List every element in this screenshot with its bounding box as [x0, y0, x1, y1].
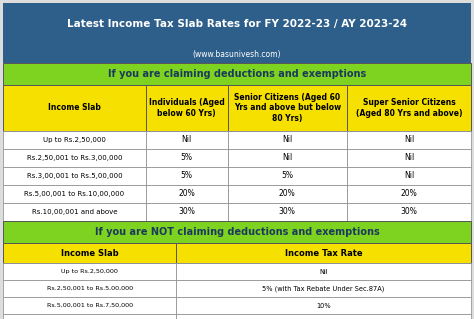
Text: Senior Citizens (Aged 60
Yrs and above but below
80 Yrs): Senior Citizens (Aged 60 Yrs and above b… — [234, 93, 341, 123]
Text: Income Slab: Income Slab — [48, 103, 101, 113]
Bar — [3, 280, 176, 297]
Bar — [3, 185, 146, 203]
Bar — [3, 3, 471, 45]
Text: 5%: 5% — [281, 172, 293, 181]
Bar — [3, 221, 471, 243]
Text: Up to Rs.2,50,000: Up to Rs.2,50,000 — [61, 269, 118, 274]
Text: (www.basunivesh.com): (www.basunivesh.com) — [193, 49, 281, 58]
Text: Nil: Nil — [282, 153, 292, 162]
Bar — [3, 149, 146, 167]
Bar — [3, 167, 146, 185]
Text: Nil: Nil — [319, 269, 328, 275]
Bar — [176, 297, 471, 314]
Bar — [3, 63, 471, 85]
Bar — [347, 185, 471, 203]
Text: 20%: 20% — [178, 189, 195, 198]
Text: 20%: 20% — [279, 189, 296, 198]
Text: If you are NOT claiming deductions and exemptions: If you are NOT claiming deductions and e… — [95, 227, 379, 237]
Bar — [3, 314, 176, 319]
Bar — [3, 263, 176, 280]
Bar — [347, 203, 471, 221]
Text: Rs.5,00,001 to Rs.7,50,000: Rs.5,00,001 to Rs.7,50,000 — [46, 303, 133, 308]
Bar — [228, 85, 347, 131]
Text: Nil: Nil — [404, 153, 414, 162]
Text: 5%: 5% — [181, 153, 193, 162]
Bar — [176, 243, 471, 263]
Bar — [347, 167, 471, 185]
Text: Income Tax Rate: Income Tax Rate — [285, 249, 363, 257]
Bar — [146, 131, 228, 149]
Text: Income Slab: Income Slab — [61, 249, 118, 257]
Bar — [3, 203, 146, 221]
Text: Nil: Nil — [404, 136, 414, 145]
Bar — [176, 263, 471, 280]
Bar — [146, 85, 228, 131]
Text: 30%: 30% — [178, 207, 195, 217]
Text: Rs.10,00,001 and above: Rs.10,00,001 and above — [32, 209, 117, 215]
Bar — [228, 185, 347, 203]
Text: Rs.3,00,001 to Rs.5,00,000: Rs.3,00,001 to Rs.5,00,000 — [27, 173, 122, 179]
Bar — [228, 131, 347, 149]
Text: Rs.2,50,001 to Rs.5,00,000: Rs.2,50,001 to Rs.5,00,000 — [46, 286, 133, 291]
Text: 30%: 30% — [401, 207, 418, 217]
Bar — [347, 131, 471, 149]
Text: 10%: 10% — [316, 302, 331, 308]
Text: If you are claiming deductions and exemptions: If you are claiming deductions and exemp… — [108, 69, 366, 79]
Text: Rs.2,50,001 to Rs.3,00,000: Rs.2,50,001 to Rs.3,00,000 — [27, 155, 122, 161]
Bar — [347, 85, 471, 131]
Text: Super Senior Citizens
(Aged 80 Yrs and above): Super Senior Citizens (Aged 80 Yrs and a… — [356, 98, 462, 118]
Text: Nil: Nil — [182, 136, 192, 145]
Text: Latest Income Tax Slab Rates for FY 2022-23 / AY 2023-24: Latest Income Tax Slab Rates for FY 2022… — [67, 19, 407, 29]
Bar — [3, 85, 146, 131]
Bar — [347, 149, 471, 167]
Text: 5%: 5% — [181, 172, 193, 181]
Bar — [3, 243, 176, 263]
Text: Nil: Nil — [282, 136, 292, 145]
Bar — [176, 280, 471, 297]
Bar — [146, 185, 228, 203]
Text: Rs.5,00,001 to Rs.10,00,000: Rs.5,00,001 to Rs.10,00,000 — [24, 191, 125, 197]
Bar — [3, 45, 471, 63]
Bar — [176, 314, 471, 319]
Text: 30%: 30% — [279, 207, 296, 217]
Bar — [146, 167, 228, 185]
Bar — [228, 167, 347, 185]
Text: Up to Rs.2,50,000: Up to Rs.2,50,000 — [43, 137, 106, 143]
Bar — [3, 131, 146, 149]
Text: Nil: Nil — [404, 172, 414, 181]
Bar — [146, 203, 228, 221]
Bar — [228, 203, 347, 221]
Bar — [146, 149, 228, 167]
Text: 20%: 20% — [401, 189, 418, 198]
Text: 5% (with Tax Rebate Under Sec.87A): 5% (with Tax Rebate Under Sec.87A) — [263, 285, 385, 292]
Bar — [3, 297, 176, 314]
Text: Individuals (Aged
below 60 Yrs): Individuals (Aged below 60 Yrs) — [149, 98, 225, 118]
Bar — [228, 149, 347, 167]
